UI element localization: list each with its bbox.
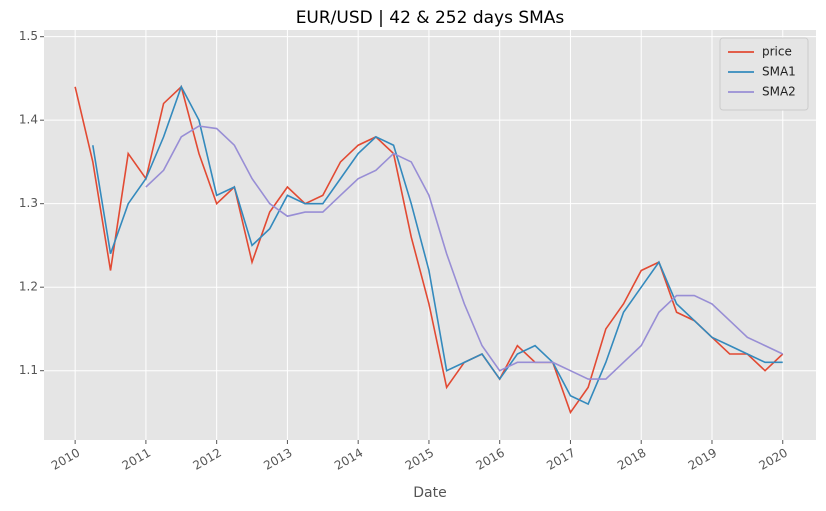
x-tick-label: 2018 [615, 446, 648, 473]
x-tick-label: 2019 [686, 446, 719, 473]
line-sma1 [92, 84, 783, 406]
y-tick-label: 1.3 [19, 196, 38, 210]
x-tick-label: 2012 [190, 446, 223, 473]
legend-label: price [762, 45, 792, 59]
line-sma2 [145, 125, 784, 380]
x-tick-label: 2015 [403, 446, 436, 473]
legend-label: SMA2 [762, 85, 796, 99]
legend-label: SMA1 [762, 65, 796, 79]
x-tick-label: 2011 [120, 446, 153, 473]
x-tick-label: 2016 [473, 446, 506, 473]
plot-area [44, 30, 816, 440]
x-tick-label: 2014 [332, 446, 365, 473]
y-tick-label: 1.5 [19, 29, 38, 43]
y-tick-label: 1.1 [19, 363, 38, 377]
x-tick-label: 2013 [261, 446, 294, 473]
x-tick-label: 2017 [544, 446, 577, 473]
x-tick-label: 2010 [49, 446, 82, 473]
y-tick-label: 1.4 [19, 113, 38, 127]
x-tick-label: 2020 [757, 446, 790, 473]
chart-title: EUR/USD | 42 & 252 days SMAs [296, 8, 565, 28]
line-price [74, 85, 784, 415]
y-tick-label: 1.2 [19, 280, 38, 294]
x-axis-label: Date [413, 485, 446, 501]
